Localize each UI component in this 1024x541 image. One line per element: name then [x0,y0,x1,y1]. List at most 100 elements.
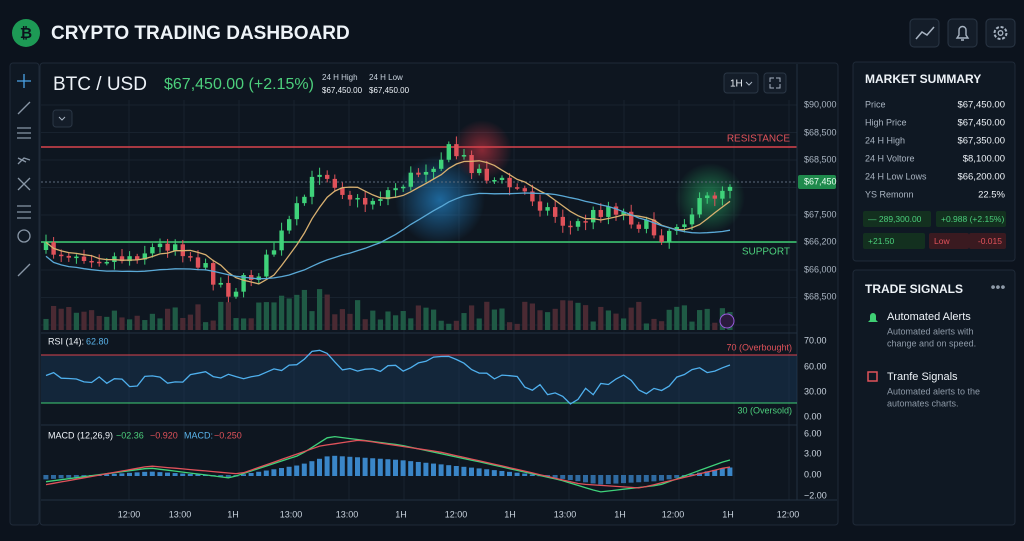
candle-body [530,191,535,202]
pattern-tool[interactable] [17,177,31,191]
candle-body [423,171,429,175]
fullscreen-button[interactable] [763,72,787,94]
volume-bar [605,310,611,330]
volume-bar [43,318,49,330]
candle-body [515,187,520,189]
price-axis-label: $66,000 [804,264,837,274]
badge-label: +0.988 (+2.15%) [941,214,1004,224]
header-buttons[interactable] [909,18,1016,48]
gear-icon [993,26,1008,40]
interval-select[interactable] [723,72,759,94]
badge [936,211,1006,227]
volume-bar [423,307,429,330]
macd-histogram [73,475,79,478]
macd-histogram [271,469,277,476]
ruler-tool[interactable] [17,263,31,277]
volume-bar [355,300,361,330]
volume-bar [187,314,193,330]
volume-bar [545,312,551,330]
candle-body [317,174,322,177]
tools[interactable] [17,74,31,277]
alerts-button[interactable] [947,18,978,48]
settings-button[interactable] [985,18,1016,48]
summary-key: 24 H Low Lows [865,171,927,181]
candle-body [667,230,672,242]
badge-label: +21.50 [868,236,895,246]
volume-bar [51,305,57,330]
line-tool[interactable] [17,101,31,115]
macd-histogram [583,475,588,483]
event-icon[interactable] [719,313,735,329]
macd-histogram [172,473,178,476]
macd-histogram [377,458,383,476]
candle-body [689,214,695,225]
pair: BTC / USD [53,74,147,95]
volume-bar [81,311,87,330]
bell-icon [955,25,970,41]
candle-body [294,203,299,220]
macd-histogram [317,458,322,476]
volume-bar [149,313,155,330]
volume-bar [339,309,345,330]
macd-axis-label: 0.00 [804,469,822,479]
volume-bar [104,316,110,330]
volume-bar [301,289,307,330]
candle-body [454,144,459,157]
candle-body [233,291,239,297]
candle-body [287,219,292,231]
candle-body [195,257,201,268]
macd-histogram [461,466,467,476]
stat-value: $67,450.00 [369,86,410,95]
volume-bar [225,302,231,330]
candle-body [697,198,702,215]
macd-histogram [286,466,292,476]
candle-body [66,255,71,258]
volume-bar [666,309,672,330]
macd-histogram [628,475,634,483]
candle-body [59,254,64,257]
macd-histogram [149,471,155,476]
volume-bar [309,311,315,330]
macd-histogram [438,464,444,476]
measure-tool[interactable] [17,205,31,219]
candle-body [355,197,360,200]
stat-value: $67,450.00 [322,86,363,95]
candle-body [659,235,664,242]
collapse-button[interactable] [52,109,73,128]
macd-histogram [560,475,566,479]
page-title: CRYPTO TRADING DASHBOARD [51,23,350,44]
summary-value: $8,100.00 [963,154,1005,165]
macd-histogram [522,473,528,476]
price-axis-label: $68,500 [804,291,837,301]
volume-bar [560,300,566,330]
brush-tool[interactable] [17,157,31,165]
volume-bar [491,309,497,330]
fib-tool[interactable] [17,127,31,139]
macd-histogram [347,456,353,476]
emoji-tool[interactable] [17,229,31,243]
volume-bar [643,323,649,330]
candle-body [127,256,132,262]
candle-body [325,174,330,179]
macd-histogram [415,461,421,476]
summary-value: $67,450.00 [957,100,1005,111]
candle-body [651,219,657,236]
crosshair-tool[interactable] [17,74,31,88]
volume-bar [522,301,528,330]
volume-bar [431,309,437,330]
candle-body [568,225,573,228]
time-axis-label: 13:00 [336,509,359,519]
time-axis-label: 13:00 [280,509,303,519]
price-axis-label: $68,500 [804,127,837,137]
macd-histogram [514,472,520,476]
candle-body [378,199,383,201]
candle-body [591,209,596,223]
candle-body [203,263,208,268]
macd-axis-label: 6.00 [804,428,822,438]
signal-line [45,439,731,489]
signal-text: Automated alerts with [887,326,974,336]
candle-body [241,275,246,292]
rsi-value: 62.80 [86,336,109,346]
more-menu[interactable]: ••• [991,279,1006,295]
